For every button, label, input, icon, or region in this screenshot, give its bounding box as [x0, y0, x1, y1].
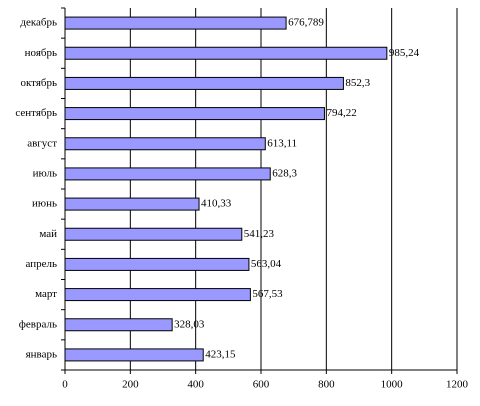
- y-tick-label: январь: [26, 348, 57, 360]
- value-label: 676,789: [288, 17, 324, 29]
- bar: [64, 197, 200, 211]
- value-label: 563,04: [251, 258, 282, 270]
- bar: [64, 167, 271, 181]
- value-label: 541,23: [244, 228, 275, 240]
- bar: [64, 46, 388, 60]
- bar: [64, 76, 344, 90]
- value-label: 628,3: [272, 167, 297, 179]
- value-label: 794,22: [326, 107, 356, 119]
- bar: [64, 16, 287, 30]
- x-tick-label: 200: [122, 379, 139, 391]
- value-label: 985,24: [389, 47, 420, 59]
- y-tick-label: март: [35, 288, 57, 300]
- y-tick-label: апрель: [25, 258, 57, 270]
- bar: [64, 227, 243, 241]
- x-tick-label: 1000: [381, 379, 404, 391]
- value-label: 567,53: [252, 288, 283, 300]
- x-tick-label: 600: [253, 379, 270, 391]
- value-label: 423,15: [205, 348, 236, 360]
- bar: [64, 257, 250, 271]
- x-tick-label: 1200: [446, 379, 469, 391]
- value-label: 613,11: [267, 137, 297, 149]
- bar: [64, 318, 173, 332]
- value-label: 410,33: [201, 198, 232, 210]
- bar: [64, 288, 251, 302]
- bar: [64, 348, 204, 362]
- value-label: 328,03: [174, 318, 205, 330]
- y-tick-label: ноябрь: [25, 47, 57, 59]
- bar: [64, 137, 266, 151]
- y-tick-label: февраль: [19, 318, 57, 330]
- y-tick-label: декабрь: [20, 17, 57, 29]
- x-tick-label: 800: [318, 379, 335, 391]
- value-label: 852,3: [345, 77, 370, 89]
- y-tick-label: сентябрь: [15, 107, 57, 119]
- y-tick-label: август: [27, 137, 57, 149]
- y-tick-label: июнь: [32, 198, 57, 210]
- bar: [64, 107, 325, 121]
- y-tick-label: июль: [33, 167, 57, 179]
- y-tick-label: май: [39, 228, 57, 240]
- y-tick-label: октябрь: [20, 77, 57, 89]
- x-tick-label: 400: [187, 379, 204, 391]
- x-tick-label: 0: [62, 379, 68, 391]
